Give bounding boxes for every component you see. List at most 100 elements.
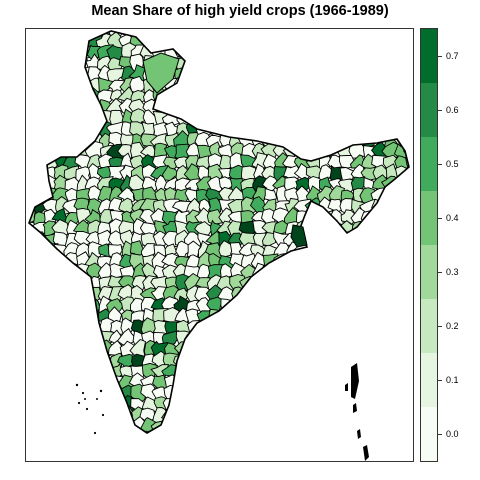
district-polygon — [338, 398, 355, 414]
district-polygon — [227, 52, 245, 74]
district-polygon — [337, 285, 357, 303]
district-polygon — [403, 177, 409, 193]
district-polygon — [118, 197, 134, 215]
district-polygon — [328, 341, 344, 357]
district-polygon — [394, 219, 409, 236]
district-polygon — [328, 328, 346, 345]
district-polygon — [42, 429, 59, 433]
district-polygon — [29, 374, 36, 391]
district-polygon — [328, 363, 344, 380]
district-polygon — [219, 35, 233, 49]
district-polygon — [31, 163, 47, 182]
district-polygon — [295, 255, 313, 269]
district-polygon — [261, 332, 281, 347]
district-polygon — [374, 262, 389, 282]
district-polygon — [383, 89, 401, 105]
legend-tick-label: 0.4 — [446, 213, 459, 223]
district-polygon — [316, 319, 334, 336]
district-polygon — [341, 429, 356, 433]
district-polygon — [87, 428, 102, 433]
district-polygon — [282, 385, 300, 402]
district-polygon — [329, 67, 346, 82]
district-polygon — [238, 353, 259, 369]
district-polygon — [372, 398, 387, 415]
district-polygon — [328, 230, 344, 246]
district-polygon — [260, 340, 278, 357]
district-polygon — [65, 89, 81, 104]
district-polygon — [83, 385, 103, 403]
district-polygon — [218, 417, 233, 433]
district-polygon — [261, 112, 278, 127]
district-polygon — [293, 132, 309, 151]
district-polygon — [372, 232, 389, 246]
district-polygon — [404, 33, 409, 48]
district-polygon — [341, 419, 357, 433]
district-polygon — [293, 43, 311, 59]
district-polygon — [360, 231, 380, 246]
district-polygon — [295, 372, 312, 391]
district-polygon — [372, 405, 389, 423]
district-polygon — [403, 231, 409, 250]
district-polygon — [271, 265, 288, 280]
district-polygon — [218, 207, 234, 227]
district-polygon — [339, 31, 356, 41]
district-polygon — [392, 262, 409, 281]
district-polygon — [228, 45, 246, 60]
district-polygon — [185, 44, 202, 61]
district-polygon — [371, 352, 389, 367]
district-polygon — [348, 275, 367, 294]
district-polygon — [350, 253, 368, 269]
color-legend — [420, 28, 438, 462]
district-polygon — [29, 231, 37, 249]
district-polygon — [362, 253, 378, 270]
district-polygon — [304, 133, 325, 147]
district-polygon — [31, 57, 49, 71]
district-polygon — [216, 100, 235, 114]
district-polygon — [261, 175, 280, 195]
district-polygon — [382, 31, 401, 40]
district-polygon — [163, 87, 181, 105]
district-polygon — [97, 363, 113, 380]
district-polygon — [372, 31, 391, 50]
district-polygon — [42, 352, 59, 367]
district-polygon — [218, 407, 234, 425]
district-polygon — [307, 350, 324, 368]
district-polygon — [405, 262, 409, 283]
district-polygon — [40, 298, 59, 313]
district-polygon — [251, 363, 270, 378]
district-polygon — [183, 364, 202, 382]
district-polygon — [372, 363, 391, 380]
district-polygon — [196, 396, 213, 411]
district-polygon — [261, 297, 279, 316]
district-polygon — [338, 87, 357, 106]
district-polygon — [325, 351, 344, 370]
district-polygon — [260, 42, 280, 60]
district-polygon — [207, 395, 226, 415]
legend-tick-label: 0.5 — [446, 159, 459, 169]
district-polygon — [361, 31, 377, 39]
district-polygon — [32, 130, 49, 151]
district-polygon — [73, 340, 94, 360]
district-polygon — [405, 66, 409, 81]
district-polygon — [374, 120, 387, 137]
district-polygon — [307, 231, 323, 248]
legend-tick-label: 0.0 — [446, 429, 459, 439]
district-polygon — [282, 320, 301, 337]
district-polygon — [174, 387, 191, 404]
district-polygon — [228, 318, 246, 335]
district-polygon — [308, 264, 324, 281]
district-polygon — [29, 156, 35, 171]
district-polygon — [29, 88, 39, 105]
district-polygon — [29, 144, 37, 161]
district-polygon — [29, 273, 48, 294]
district-polygon — [228, 298, 247, 314]
district-polygon — [407, 131, 409, 147]
district-polygon — [262, 87, 278, 106]
district-polygon — [305, 31, 325, 38]
district-polygon — [403, 108, 409, 126]
district-polygon — [274, 88, 292, 105]
district-polygon — [29, 31, 36, 39]
district-polygon — [329, 77, 347, 95]
district-polygon — [295, 319, 313, 337]
district-polygon — [229, 361, 246, 381]
